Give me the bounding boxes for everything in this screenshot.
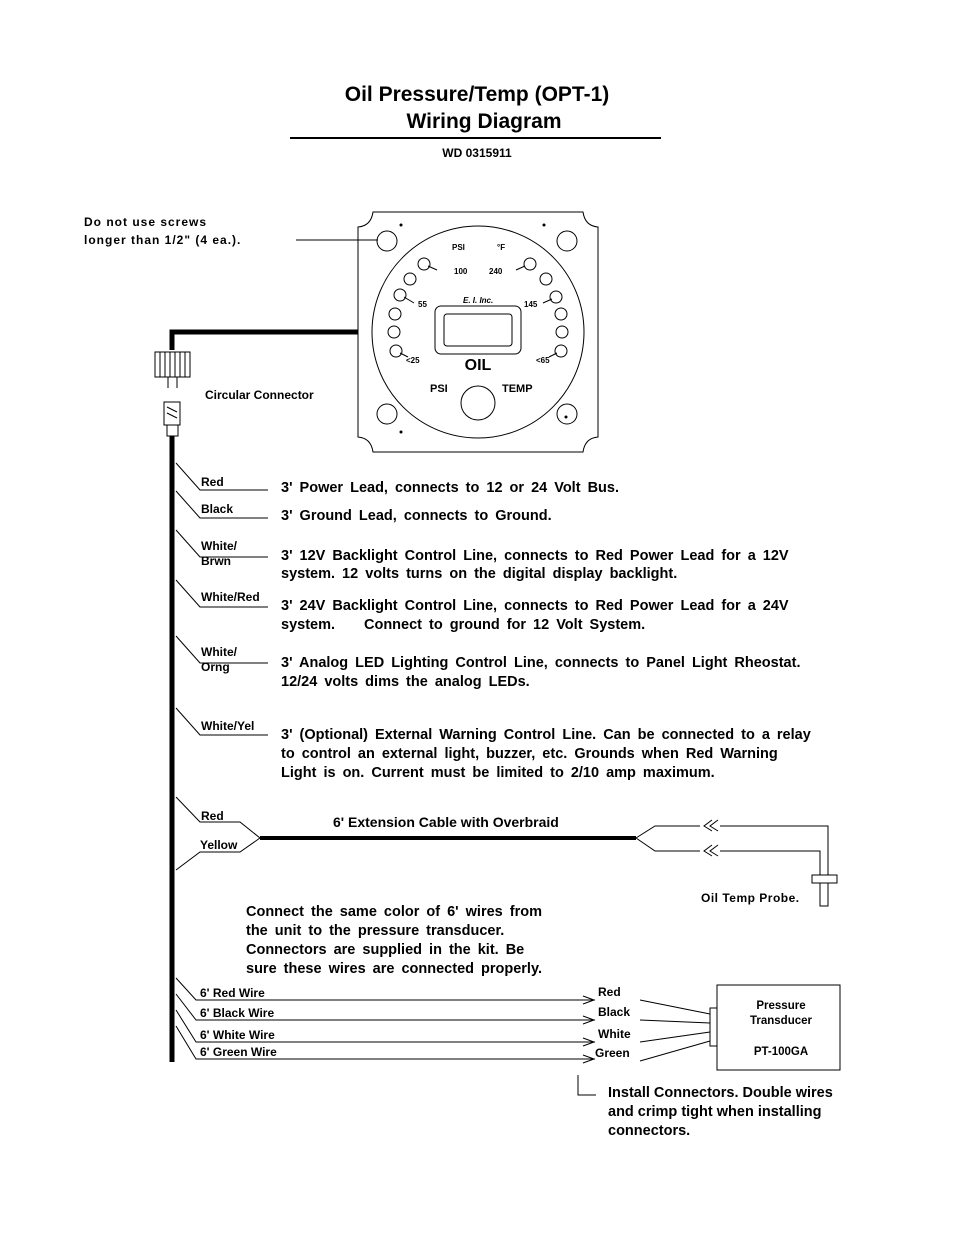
gauge-label: 100 — [454, 267, 468, 276]
wire-label: Brwn — [201, 554, 231, 568]
wire-label: White — [598, 1027, 631, 1041]
transducer-note: Connect the same color of 6' wires from — [246, 904, 542, 920]
wire-label: Green — [595, 1046, 630, 1060]
gauge-label: PSI — [430, 383, 448, 395]
transducer-name: Transducer — [750, 1015, 813, 1027]
gauge-label: TEMP — [502, 383, 533, 395]
extension-label: 6' Extension Cable with Overbraid — [333, 814, 559, 830]
gauge-label: 55 — [418, 300, 427, 309]
gauge — [357, 211, 599, 453]
wire-label: White/Red — [201, 590, 260, 604]
probe-label: Oil Temp Probe. — [701, 891, 800, 905]
transducer-note: the unit to the pressure transducer. — [246, 923, 504, 939]
pressure-wire-tip — [582, 995, 596, 1005]
screw-note: longer than 1/2" (4 ea.). — [84, 233, 241, 247]
transducer-note: Connectors are supplied in the kit. Be — [246, 942, 524, 958]
lead-description: system. 12 volts turns on the digital di… — [281, 566, 677, 582]
wire-label: 6' Green Wire — [200, 1045, 277, 1059]
wire-label: Black — [598, 1005, 630, 1019]
lead-wire — [175, 529, 268, 558]
wire-label: 6' White Wire — [200, 1028, 275, 1042]
gauge-label: <65 — [536, 356, 550, 365]
wire-label: Red — [201, 809, 224, 823]
doc-number: WD 0315911 — [442, 146, 512, 160]
title: Wiring Diagram — [407, 110, 562, 133]
connector-note: connectors. — [608, 1123, 690, 1139]
lead-description: 3' (Optional) External Warning Control L… — [281, 727, 811, 743]
lead-description: 3' Analog LED Lighting Control Line, con… — [281, 655, 800, 671]
screw-note: Do not use screws — [84, 215, 207, 229]
transducer-wire — [639, 1040, 711, 1062]
wire-label: Red — [201, 475, 224, 489]
lead-wire — [175, 635, 268, 664]
lead-description: 12/24 volts dims the analog LEDs. — [281, 674, 530, 690]
gauge-label: °F — [497, 243, 505, 252]
pressure-wire-tip — [582, 1015, 596, 1025]
lead-description: 3' Power Lead, connects to 12 or 24 Volt… — [281, 480, 619, 496]
lead-emphasis: Connect to ground for 12 Volt System. — [364, 617, 645, 633]
wire-label: 6' Black Wire — [200, 1006, 274, 1020]
wire-label: 6' Red Wire — [200, 986, 265, 1000]
gauge-label: OIL — [465, 357, 492, 374]
wire-label: Red — [598, 985, 621, 999]
pressure-wire — [175, 1009, 595, 1043]
lead-description: 3' 24V Backlight Control Line, connects … — [281, 598, 789, 614]
wire-label: White/Yel — [201, 719, 254, 733]
lead-wire — [175, 579, 268, 608]
wire-label: White/ — [201, 645, 238, 659]
gauge-label: 240 — [489, 267, 503, 276]
lead-description: system. — [281, 617, 335, 633]
extension-cable — [175, 796, 838, 907]
lead-description: 3' 12V Backlight Control Line, connects … — [281, 548, 789, 564]
pressure-wire-tip — [582, 1054, 596, 1064]
gauge-label: <25 — [406, 356, 420, 365]
transducer-model: PT-100GA — [754, 1046, 808, 1058]
transducer-note: sure these wires are connected properly. — [246, 961, 542, 977]
pressure-wire-tip — [582, 1037, 596, 1047]
wire-label: White/ — [201, 539, 238, 553]
lead-description: Light is on. Current must be limited to … — [281, 765, 715, 781]
connector-note: Install Connectors. Double wires — [608, 1085, 833, 1101]
lead-description: to control an external light, buzzer, et… — [281, 746, 778, 762]
transducer — [577, 984, 841, 1096]
gauge-label: 145 — [524, 300, 538, 309]
wire-label: Orng — [201, 660, 230, 674]
transducer-wire — [639, 1019, 711, 1024]
lead-description: 3' Ground Lead, connects to Ground. — [281, 508, 552, 524]
connector-note: and crimp tight when installing — [608, 1104, 821, 1120]
wire-label: Black — [201, 502, 233, 516]
pressure-wire — [175, 1025, 595, 1060]
pressure-wire — [175, 977, 595, 1001]
main-cable — [154, 329, 358, 1062]
transducer-wire — [639, 999, 711, 1015]
transducer-name: Pressure — [756, 1000, 805, 1012]
gauge-label: PSI — [452, 243, 465, 252]
title: Oil Pressure/Temp (OPT-1) — [345, 83, 610, 106]
lead-wire — [175, 462, 268, 491]
wire-label: Yellow — [200, 838, 238, 852]
transducer-wire — [639, 1031, 711, 1043]
connector-label: Circular Connector — [205, 388, 314, 402]
lead-wire — [175, 707, 268, 736]
pressure-wire — [175, 993, 595, 1021]
lead-wire — [175, 490, 268, 519]
gauge-label: E. I. Inc. — [463, 296, 493, 305]
